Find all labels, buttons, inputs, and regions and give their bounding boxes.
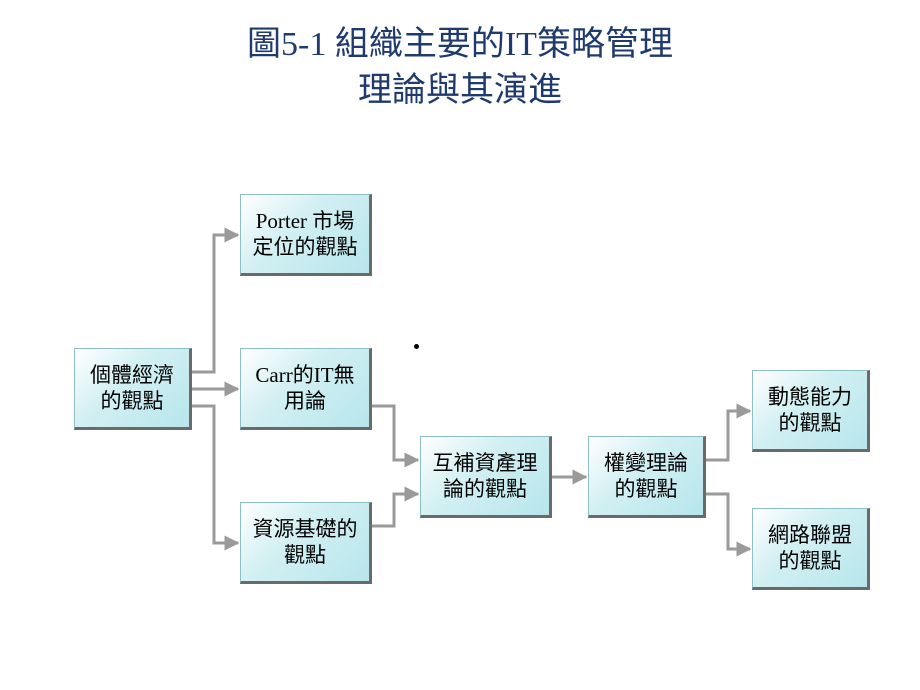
node-label-l2: 定位的觀點 xyxy=(253,234,358,260)
edge-n3-n5 xyxy=(372,406,418,460)
node-network-alliance: 網路聯盟 的觀點 xyxy=(752,508,870,590)
node-contingency: 權變理論 的觀點 xyxy=(588,436,706,518)
node-label-l2: 的觀點 xyxy=(768,410,852,436)
node-carr: Carr的IT無 用論 xyxy=(240,348,372,430)
edge-n1-n2 xyxy=(192,235,238,372)
node-label-l1: Carr的IT無 xyxy=(255,362,354,388)
node-label-l1: 個體經濟 xyxy=(90,362,174,388)
node-label-l1: 權變理論 xyxy=(604,450,688,476)
node-label-l1: 互補資產理 xyxy=(433,450,538,476)
node-label-l2: 的觀點 xyxy=(90,388,174,414)
edge-n1-n4 xyxy=(192,406,238,543)
edge-n6-n8 xyxy=(706,494,750,549)
node-complementary-asset: 互補資產理 論的觀點 xyxy=(420,436,552,518)
node-resource-based: 資源基礎的 觀點 xyxy=(240,502,372,584)
node-label-l1: Porter 市場 xyxy=(253,208,358,234)
node-porter: Porter 市場 定位的觀點 xyxy=(240,194,372,276)
edge-n6-n7 xyxy=(706,411,750,460)
node-individual-economy: 個體經濟 的觀點 xyxy=(74,348,192,430)
node-label-l2: 用論 xyxy=(255,388,354,414)
node-label-l2: 觀點 xyxy=(253,542,358,568)
node-label-l2: 的觀點 xyxy=(768,548,852,574)
node-label-l2: 的觀點 xyxy=(604,476,688,502)
edge-n4-n5 xyxy=(372,494,418,526)
node-label-l1: 動態能力 xyxy=(768,384,852,410)
flowchart-diagram: 個體經濟 的觀點 Porter 市場 定位的觀點 Carr的IT無 用論 資源基… xyxy=(0,0,920,690)
node-label-l2: 論的觀點 xyxy=(433,476,538,502)
node-label-l1: 網路聯盟 xyxy=(768,522,852,548)
node-label-l1: 資源基礎的 xyxy=(253,516,358,542)
decor-dot xyxy=(414,344,419,349)
node-dynamic-capability: 動態能力 的觀點 xyxy=(752,370,870,452)
